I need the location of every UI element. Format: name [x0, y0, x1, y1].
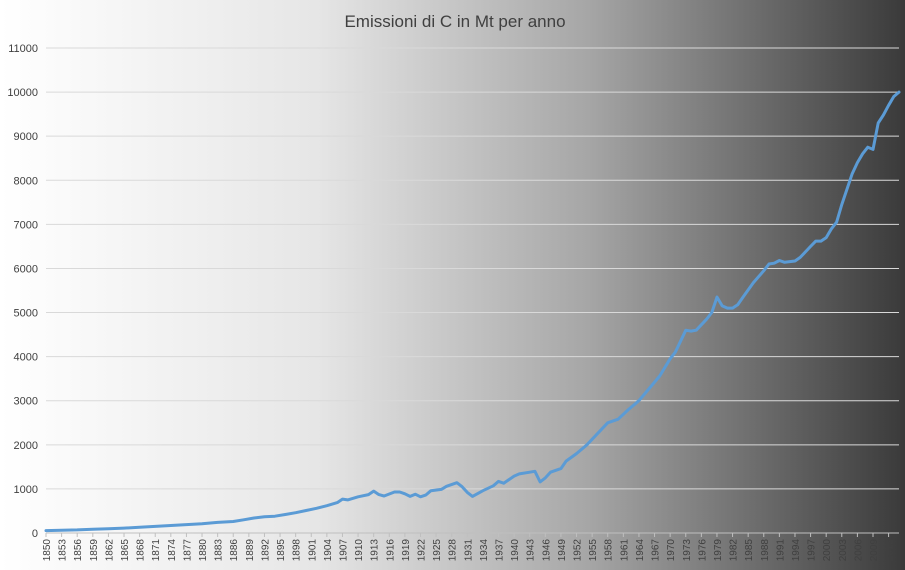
chart-container: Emissioni di C in Mt per anno 0 1000 2000 3…: [0, 0, 905, 570]
y-tick-label: 7000: [14, 219, 38, 231]
y-tick-label: 9000: [14, 131, 38, 143]
x-tick-label: 2003: [838, 539, 849, 562]
x-tick-label: 1997: [807, 539, 818, 562]
x-tick-label: 1898: [292, 539, 303, 562]
x-tick-label: 1958: [604, 539, 615, 562]
x-tick-label: 1982: [729, 539, 740, 562]
x-tick-label: 1928: [448, 539, 459, 562]
chart-title: Emissioni di C in Mt per anno: [344, 12, 565, 31]
x-tick-label: 2000: [822, 539, 833, 562]
x-tick-label: 1937: [495, 539, 506, 562]
x-tick-label: 1874: [167, 539, 178, 562]
x-tick-label: 1925: [432, 539, 443, 562]
x-tick-label: 1973: [682, 539, 693, 562]
x-tick-label: 1955: [588, 539, 599, 562]
x-tick-label: 1880: [198, 539, 209, 562]
x-tick-label: 2009: [869, 539, 880, 562]
x-tick-label: 1868: [136, 539, 147, 562]
x-tick-label: 1850: [42, 539, 53, 562]
x-tick-label: 1991: [775, 539, 786, 562]
x-tick-label: 1940: [510, 539, 521, 562]
x-tick-label: 1949: [557, 539, 568, 562]
y-tick-label: 2000: [14, 440, 38, 452]
x-tick-label: 1931: [463, 539, 474, 562]
x-tick-label: 1853: [58, 539, 69, 562]
x-tick-label: 1961: [619, 539, 630, 562]
x-tick-label: 1976: [697, 539, 708, 562]
x-tick-label: 1970: [666, 539, 677, 562]
y-tick-label: 11000: [8, 43, 38, 55]
x-tick-label: 1943: [526, 539, 537, 562]
x-tick-label: 1967: [651, 539, 662, 562]
x-tick-label: 1994: [791, 539, 802, 562]
y-tick-label: 0: [32, 528, 38, 540]
x-tick-label: 1934: [479, 539, 490, 562]
x-tick-label: 1892: [260, 539, 271, 562]
line-chart: Emissioni di C in Mt per anno 0 1000 2000 3…: [0, 0, 905, 570]
x-tick-label: 2006: [853, 539, 864, 562]
y-tick-label: 4000: [14, 352, 38, 364]
x-tick-label: 1883: [214, 539, 225, 562]
x-tick-label: 1901: [307, 539, 318, 562]
x-tick-label: 1964: [635, 539, 646, 562]
x-tick-label: 1985: [744, 539, 755, 562]
x-tick-label: 1913: [370, 539, 381, 562]
x-tick-label: 1895: [276, 539, 287, 562]
x-tick-label: 1919: [401, 539, 412, 562]
x-tick-label: 1988: [760, 539, 771, 562]
x-tick-label: 1907: [338, 539, 349, 562]
x-tick-label: 1952: [573, 539, 584, 562]
y-tick-label: 3000: [14, 396, 38, 408]
y-tick-label: 8000: [14, 175, 38, 187]
x-tick-label: 1910: [354, 539, 365, 562]
y-tick-label: 5000: [14, 308, 38, 320]
x-tick-label: 2012: [885, 539, 896, 562]
x-tick-label: 1904: [323, 539, 334, 562]
y-tick-label: 10000: [7, 87, 38, 99]
x-tick-label: 1862: [104, 539, 115, 562]
y-tick-label: 1000: [14, 484, 38, 496]
x-tick-label: 1979: [713, 539, 724, 562]
x-tick-label: 1886: [229, 539, 240, 562]
x-tick-label: 1922: [416, 539, 427, 562]
x-tick-label: 1946: [541, 539, 552, 562]
x-tick-label: 1856: [73, 539, 84, 562]
x-tick-label: 1859: [89, 539, 100, 562]
x-tick-label: 1871: [151, 539, 162, 562]
x-tick-label: 1877: [182, 539, 193, 562]
x-tick-label: 1889: [245, 539, 256, 562]
x-tick-label: 1865: [120, 539, 131, 562]
x-tick-label: 1916: [385, 539, 396, 562]
y-tick-label: 6000: [14, 263, 38, 275]
